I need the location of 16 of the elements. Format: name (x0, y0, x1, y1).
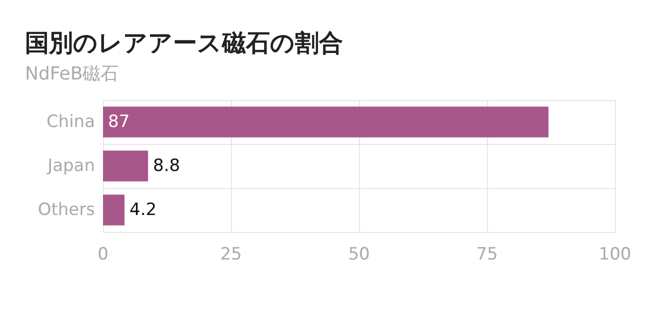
x-tick-label: 25 (220, 244, 242, 264)
x-tick-label: 100 (598, 244, 632, 264)
chart-title: 国別のレアアース磁石の割合 (25, 29, 343, 57)
data-label: 8.8 (153, 156, 180, 176)
y-tick-label: Japan (46, 156, 95, 176)
y-tick-label: China (46, 112, 95, 132)
bar (103, 106, 548, 138)
y-tick-label: Others (38, 200, 96, 220)
x-tick-label: 0 (98, 244, 108, 264)
chart-subtitle: NdFeB磁石 (25, 64, 119, 84)
bar (103, 194, 125, 226)
data-label: 4.2 (130, 200, 157, 220)
x-tick-label: 50 (348, 244, 370, 264)
bar (103, 150, 148, 182)
data-label: 87 (108, 112, 130, 132)
x-tick-label: 75 (476, 244, 498, 264)
